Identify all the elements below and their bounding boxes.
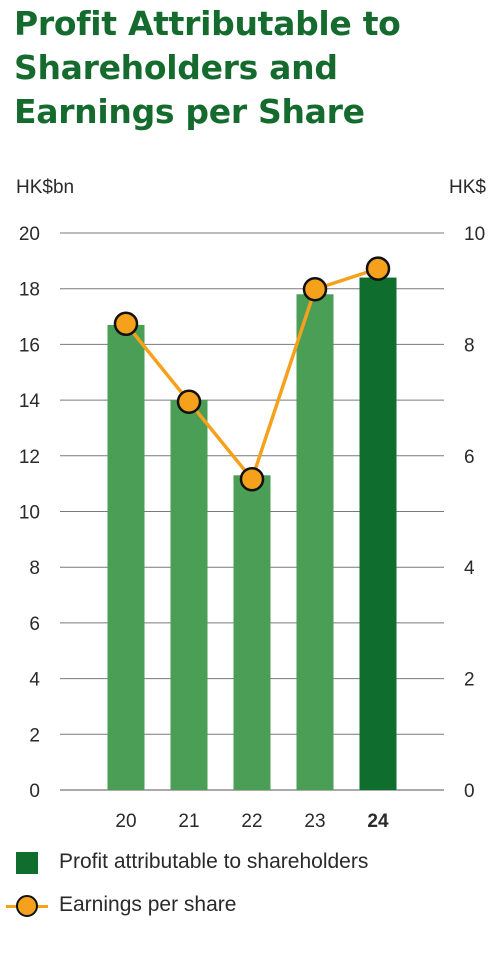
eps-point bbox=[239, 466, 265, 492]
title-line: Shareholders and bbox=[14, 48, 338, 87]
legend-dot-eps-icon bbox=[16, 895, 38, 917]
legend-item-eps: Earnings per share bbox=[0, 889, 500, 925]
right-tick-label: 2 bbox=[464, 670, 475, 691]
left-tick-label: 10 bbox=[19, 503, 40, 524]
bar-profit bbox=[233, 475, 271, 790]
eps-point bbox=[176, 389, 202, 415]
eps-point bbox=[365, 256, 391, 281]
bar-profit bbox=[170, 400, 208, 790]
x-tick-label: 20 bbox=[115, 811, 136, 832]
legend-label-profit: Profit attributable to shareholders bbox=[59, 850, 369, 873]
bar-profit bbox=[359, 277, 397, 790]
x-tick-label: 23 bbox=[304, 811, 325, 832]
right-axis-label: HK$ bbox=[449, 177, 486, 198]
bars bbox=[107, 277, 397, 790]
eps-point bbox=[113, 311, 139, 337]
bar-profit bbox=[296, 294, 334, 790]
left-tick-label: 6 bbox=[29, 614, 40, 635]
legend-label-eps: Earnings per share bbox=[59, 893, 237, 916]
eps-points bbox=[113, 256, 391, 492]
left-tick-label: 2 bbox=[29, 725, 40, 746]
left-tick-label: 16 bbox=[19, 335, 40, 356]
x-tick-label: 24 bbox=[367, 811, 389, 832]
left-tick-label: 18 bbox=[19, 280, 40, 301]
eps-line bbox=[124, 266, 379, 481]
left-tick-label: 20 bbox=[19, 224, 40, 245]
title-line: Profit Attributable to bbox=[14, 4, 401, 43]
right-tick-label: 10 bbox=[464, 224, 485, 245]
right-tick-label: 0 bbox=[464, 781, 475, 802]
right-tick-label: 4 bbox=[464, 558, 475, 579]
left-axis-label: HK$bn bbox=[16, 177, 74, 198]
x-tick-label: 22 bbox=[241, 811, 262, 832]
legend-swatch-profit bbox=[16, 852, 38, 874]
right-tick-label: 8 bbox=[464, 335, 475, 356]
chart-title: Profit Attributable to Shareholders and … bbox=[14, 2, 484, 134]
bar-profit bbox=[107, 324, 145, 790]
eps-line-path bbox=[124, 266, 379, 481]
left-tick-label: 0 bbox=[29, 781, 40, 802]
left-tick-label: 8 bbox=[29, 558, 40, 579]
legend-item-profit: Profit attributable to shareholders bbox=[0, 846, 500, 882]
left-tick-label: 14 bbox=[19, 391, 41, 412]
left-tick-label: 4 bbox=[29, 670, 40, 691]
left-tick-label: 12 bbox=[19, 447, 40, 468]
title-line: Earnings per Share bbox=[14, 92, 365, 131]
right-tick-label: 6 bbox=[464, 447, 475, 468]
x-tick-label: 21 bbox=[178, 811, 199, 832]
eps-point bbox=[302, 277, 328, 302]
